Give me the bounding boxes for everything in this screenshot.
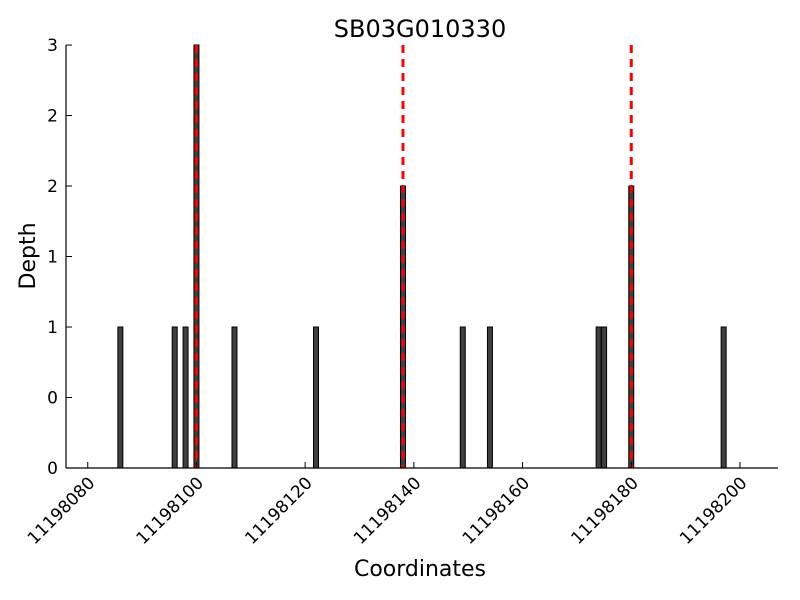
markers-group [194, 45, 633, 468]
x-tick-label-6: 11198200 [676, 473, 751, 548]
y-tick-label-0: 0 [47, 459, 58, 479]
y-tick-label-3: 1 [47, 248, 58, 268]
y-tick-label-5: 2 [47, 107, 58, 127]
chart-title: SB03G010330 [334, 15, 506, 43]
bar-0-2 [182, 326, 189, 469]
bar-0-10 [601, 326, 608, 469]
y-tick-label-6: 3 [47, 36, 58, 56]
bar-0-5 [313, 326, 320, 469]
x-tick-label-3: 11198140 [350, 473, 425, 548]
y-ticks-group: 0 0 1 1 2 2 3 [47, 36, 72, 479]
x-tick-label-4: 11198160 [459, 473, 534, 548]
x-tick-label-0: 11198080 [24, 473, 99, 548]
bar-0-12 [720, 326, 727, 469]
x-axis-label: Coordinates [354, 557, 486, 582]
bar-0-0 [117, 326, 124, 469]
bar-0-9 [595, 326, 602, 469]
bar-0-4 [231, 326, 238, 469]
bar-0-8 [486, 326, 493, 469]
x-ticks-group: 11198080 11198100 11198120 11198140 11198160… [24, 462, 751, 549]
x-tick-label-2: 11198120 [241, 473, 316, 548]
bar-0-7 [459, 326, 466, 469]
x-tick-label-5: 11198180 [567, 473, 642, 548]
bars-group [117, 44, 727, 469]
bar-0-1 [171, 326, 178, 469]
y-axis-label: Depth [16, 222, 41, 289]
y-tick-label-1: 0 [47, 389, 58, 409]
y-tick-label-2: 1 [47, 318, 58, 338]
x-tick-label-1: 11198100 [133, 473, 208, 548]
y-tick-label-4: 2 [47, 177, 58, 197]
